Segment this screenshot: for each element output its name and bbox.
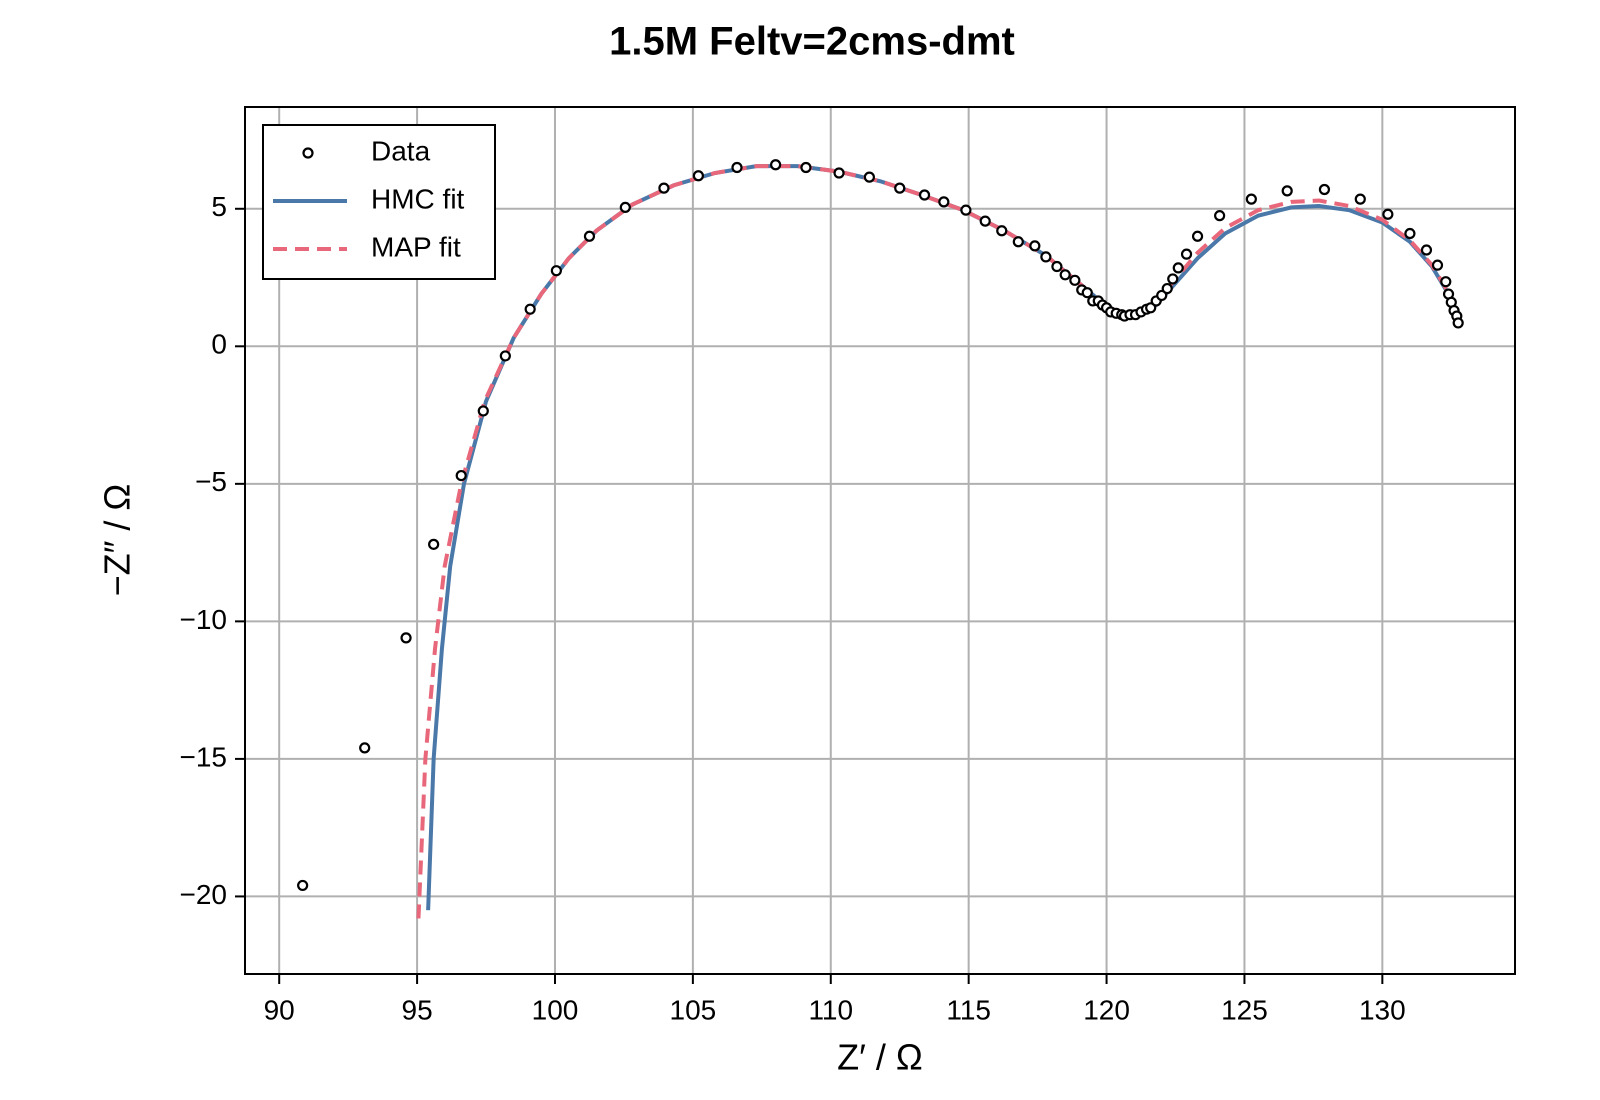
x-tick-label: 125 [1221,994,1268,1025]
data-point [400,632,412,644]
data-point [619,201,631,213]
data-point [1081,287,1093,299]
x-tick-label: 95 [402,994,433,1025]
y-tick-label: 0 [211,329,227,360]
data-point [770,159,782,171]
data-point [1431,259,1444,271]
data-point [1452,317,1464,329]
x-tick-label: 115 [946,994,991,1025]
data-point [1059,269,1071,281]
data-point [1440,276,1452,288]
data-point [1191,230,1204,242]
y-tick-label: −20 [180,879,228,910]
data-point [1069,274,1081,286]
legend-label: Data [371,135,431,166]
data-point [583,230,596,242]
data-point [1382,208,1394,220]
data-point [1318,183,1331,196]
data-point [359,742,371,754]
data-point [1051,260,1063,273]
data-point [833,167,845,179]
plot-frame [244,106,1516,975]
data-point [1245,193,1257,205]
data-point [1214,210,1226,222]
x-tick-label: 110 [808,994,853,1025]
data-point [1354,193,1366,205]
data-point [938,196,950,208]
legend-label: HMC fit [371,183,465,214]
legend-marker [302,147,314,159]
data-point [918,189,931,201]
data-point [1172,262,1184,274]
data-point [1420,244,1433,256]
data-point [800,161,812,174]
legend-label: MAP fit [371,231,461,262]
data-point [863,171,875,183]
data-point [455,469,467,482]
data-point [1156,289,1168,302]
data-point [1040,251,1052,263]
data-point [1180,248,1193,260]
data-point [894,182,906,194]
fit-line [416,164,1462,919]
y-tick-label: −15 [180,741,228,772]
y-axis-label: −Z″ / Ω [97,484,138,597]
data-point [731,161,743,174]
data-point [960,204,972,216]
data-point [297,879,309,892]
x-tick-label: 120 [1083,994,1130,1025]
data-point [550,265,562,277]
data-point [692,170,704,182]
data-point [1281,185,1293,197]
data-point [1167,273,1179,285]
y-tick-label: 5 [211,191,227,222]
data-point [477,405,489,417]
data-point [499,350,511,362]
data-point [979,215,991,227]
data-point [996,225,1008,237]
data-point [1145,302,1157,314]
x-tick-label: 90 [264,994,295,1025]
x-tick-label: 100 [532,994,579,1025]
x-tick-label: 130 [1359,994,1406,1025]
x-tick-label: 105 [670,994,717,1025]
x-axis-label: Z′ / Ω [837,1037,923,1078]
y-tick-label: −5 [195,466,227,497]
data-point [1012,236,1024,248]
y-tick-label: −10 [180,604,228,635]
data-point [1404,227,1416,240]
data-point [1029,240,1041,252]
chart-title: 1.5M Feltv=2cms-dmt [609,20,1015,64]
fit-line [426,164,1462,911]
data-point [1161,282,1173,295]
data-point [658,182,670,194]
data-point [524,303,536,315]
data-point [428,538,440,550]
